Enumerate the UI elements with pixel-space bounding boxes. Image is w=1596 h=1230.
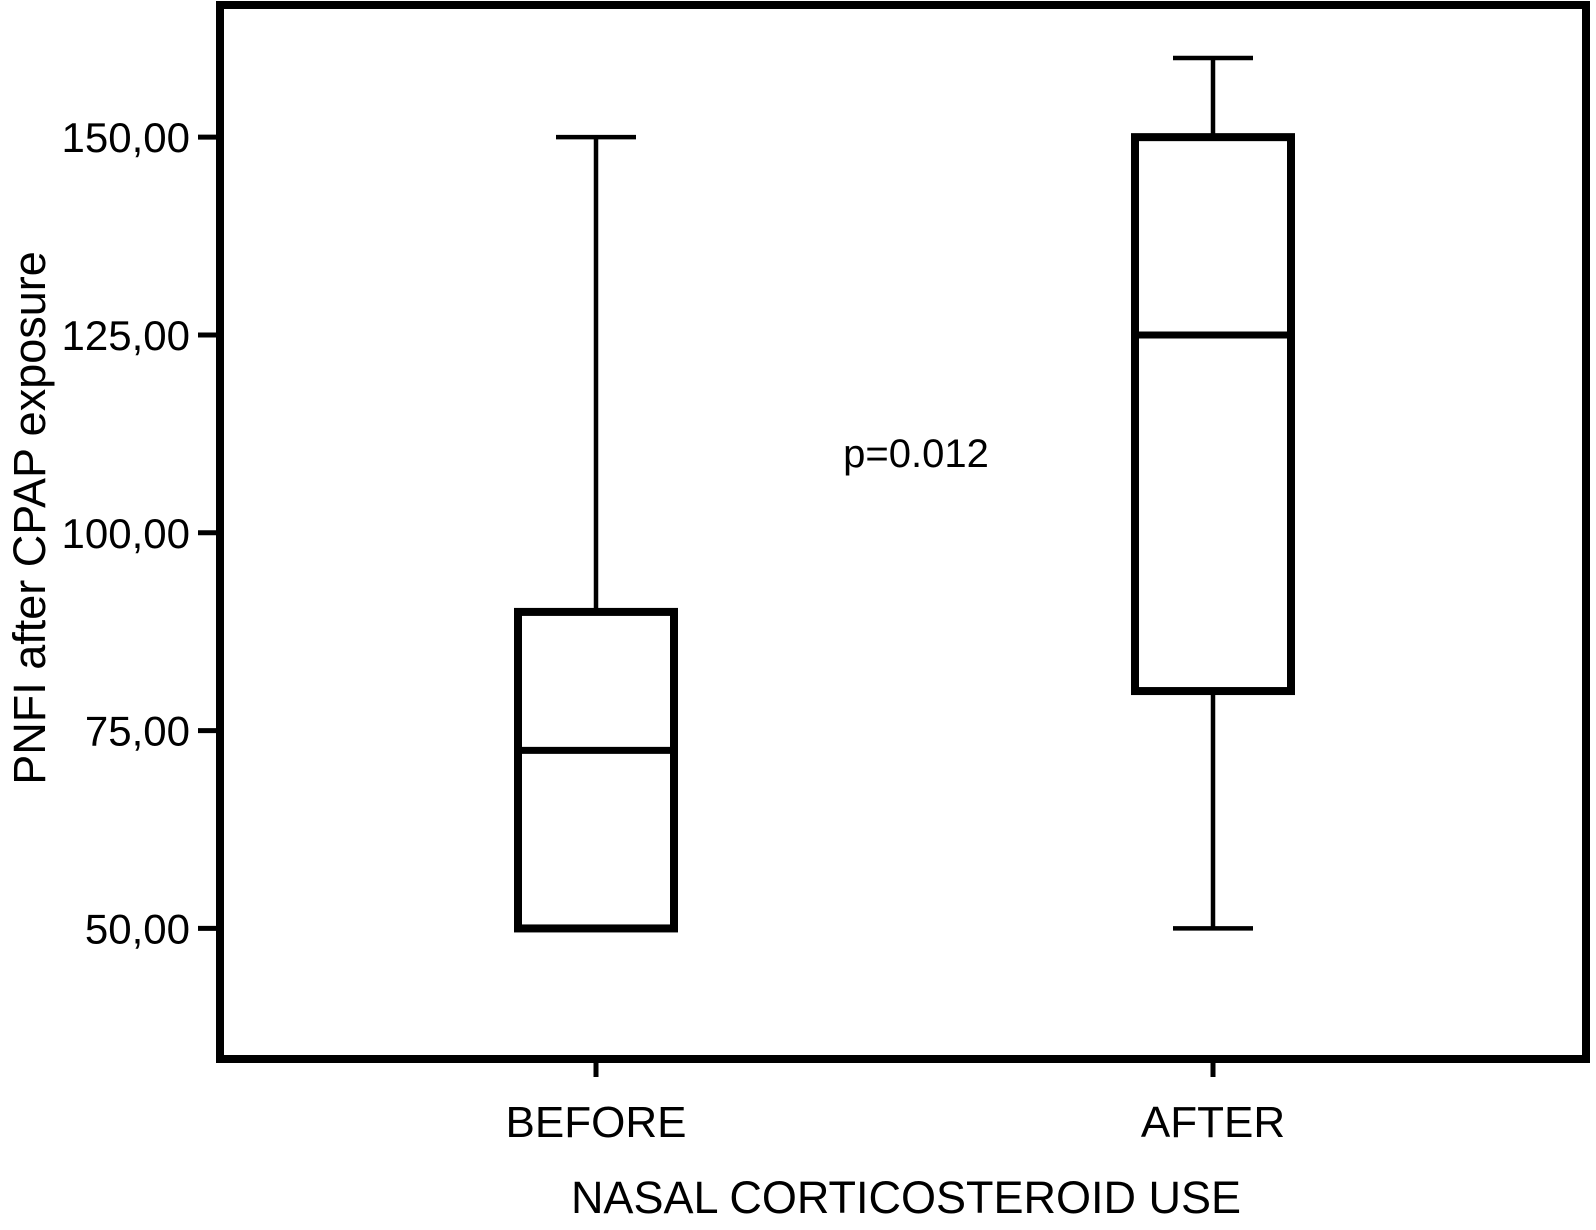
x-axis-title: NASAL CORTICOSTEROID USE <box>571 1172 1241 1223</box>
box-rect <box>1131 133 1295 696</box>
box-rect <box>514 607 678 933</box>
p-value-annotation: p=0.012 <box>843 432 989 476</box>
y-axis-title: PNFI after CPAP exposure <box>4 251 55 785</box>
plot-frame <box>216 1 1590 1063</box>
y-tick-label: 125,00 <box>62 312 190 359</box>
y-tick-label: 75,00 <box>85 708 190 755</box>
y-tick-label: 150,00 <box>62 114 190 161</box>
y-tick-label: 50,00 <box>85 905 190 952</box>
y-tick-label: 100,00 <box>62 510 190 557</box>
category-label: BEFORE <box>506 1098 687 1147</box>
category-label: AFTER <box>1141 1098 1285 1147</box>
